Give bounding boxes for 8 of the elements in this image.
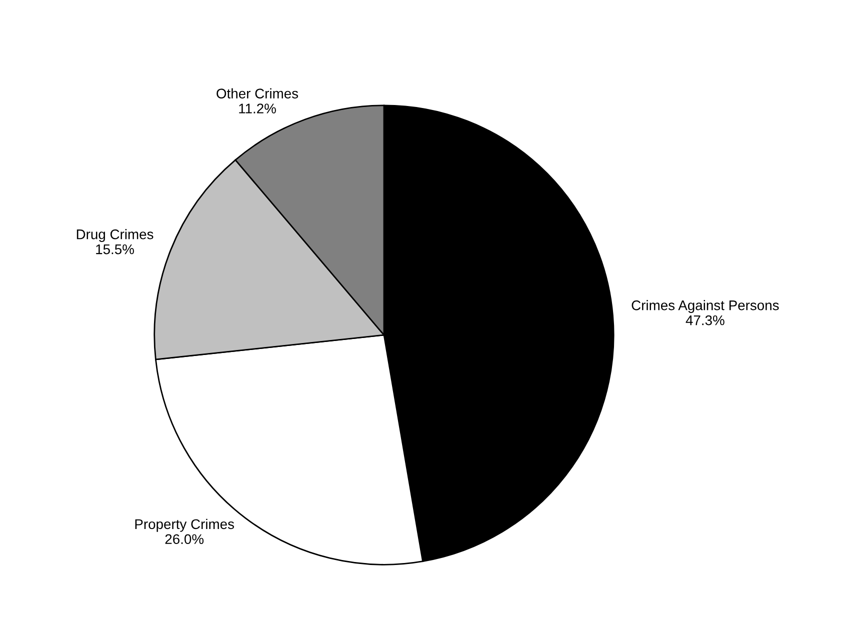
data-label: 11.2% <box>239 104 276 114</box>
slice-label: Other Crimes <box>216 88 298 98</box>
data-label: 47.3% <box>686 315 724 326</box>
data-label: 15.5% <box>96 244 134 254</box>
data-label: 26.0% <box>165 534 204 544</box>
slice-label: Crimes Against Persons <box>632 300 779 313</box>
slice-label: Property Crimes <box>135 518 234 532</box>
slice-label: Drug Crimes <box>76 229 154 242</box>
